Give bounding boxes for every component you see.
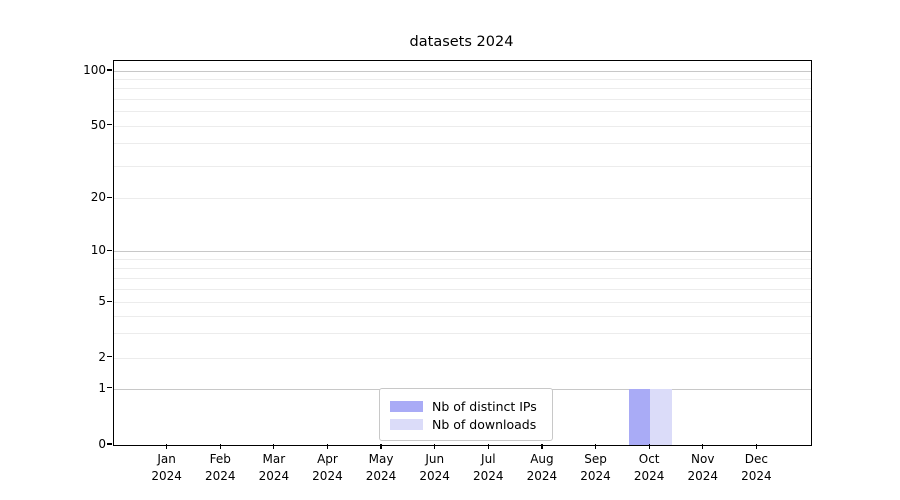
x-tick-mark-jul	[487, 444, 489, 449]
gridline-minor	[114, 143, 811, 145]
gridline-minor	[114, 333, 811, 335]
x-tick-mark-apr	[326, 444, 329, 449]
gridline-50	[114, 125, 811, 127]
gridline-minor	[114, 99, 811, 101]
bar-distinct-ips-oct	[628, 388, 651, 445]
gridline-minor	[114, 79, 811, 81]
x-tick-year: 2024	[580, 469, 611, 483]
x-tick-label-aug: Aug 2024	[510, 451, 574, 485]
gridline-5	[114, 302, 811, 304]
legend-item-downloads: Nb of downloads	[390, 416, 542, 434]
legend-item-distinct-ips: Nb of distinct IPs	[390, 398, 542, 416]
x-tick-mark-aug	[541, 444, 543, 449]
gridline-20	[114, 198, 811, 200]
x-tick-mark-dec	[755, 444, 757, 449]
x-tick-label-mar: Mar 2024	[242, 451, 306, 485]
x-tick-label-feb: Feb 2024	[188, 451, 252, 485]
x-tick-month: Sep	[584, 452, 607, 466]
x-tick-year: 2024	[312, 469, 343, 483]
y-tick-mark-5	[107, 300, 112, 302]
x-tick-year: 2024	[365, 469, 397, 483]
plot-area: Nb of distinct IPs Nb of downloads	[113, 60, 812, 446]
x-tick-month: Feb	[209, 452, 231, 466]
gridline-minor	[114, 315, 811, 317]
x-tick-year: 2024	[204, 469, 236, 483]
y-tick-label-20: 20	[90, 190, 106, 205]
y-tick-label-100: 100	[83, 62, 106, 77]
y-tick-mark-20	[107, 196, 112, 199]
x-tick-label-nov: Nov 2024	[671, 451, 735, 485]
y-tick-label-0: 0	[98, 437, 106, 451]
x-tick-mark-mar	[273, 444, 275, 449]
x-tick-label-apr: Apr 2024	[295, 451, 359, 485]
x-tick-year: 2024	[741, 469, 772, 483]
y-tick-label-2: 2	[98, 349, 106, 364]
x-tick-month: Jun	[425, 452, 445, 466]
gridline-10	[114, 251, 811, 253]
y-tick-mark-1	[107, 386, 112, 389]
x-tick-month: Nov	[691, 452, 715, 466]
x-tick-year: 2024	[419, 469, 450, 483]
y-tick-mark-10	[107, 249, 112, 252]
x-tick-year: 2024	[633, 469, 665, 483]
x-tick-year: 2024	[687, 469, 719, 483]
x-tick-label-oct: Oct 2024	[617, 451, 681, 485]
legend-swatch-distinct-ips	[390, 401, 423, 413]
legend-label-downloads: Nb of downloads	[432, 416, 537, 432]
gridline-2	[114, 357, 811, 359]
x-tick-year: 2024	[526, 469, 558, 483]
x-tick-label-jan: Jan 2024	[135, 451, 199, 485]
gridline-minor	[114, 267, 811, 269]
x-tick-mark-may	[380, 444, 382, 449]
x-tick-month: Mar	[262, 452, 286, 466]
chart-title: datasets 2024	[409, 34, 514, 50]
gridline-minor	[114, 88, 811, 90]
x-tick-mark-sep	[594, 444, 597, 449]
x-tick-label-jun: Jun 2024	[403, 451, 467, 485]
legend-label-distinct-ips: Nb of distinct IPs	[432, 399, 537, 415]
x-tick-month: Jan	[157, 452, 176, 466]
x-tick-label-may: May 2024	[349, 451, 413, 485]
gridline-100	[114, 70, 811, 72]
x-tick-label-sep: Sep 2024	[564, 451, 628, 485]
gridline-minor	[114, 277, 811, 279]
x-tick-mark-feb	[219, 444, 221, 449]
legend-swatch-downloads	[390, 418, 423, 430]
y-tick-label-50: 50	[90, 117, 106, 132]
x-tick-mark-nov	[702, 444, 704, 449]
y-tick-mark-100	[107, 69, 112, 71]
x-tick-mark-jun	[434, 444, 436, 449]
x-tick-month: Dec	[744, 452, 768, 466]
bar-downloads-oct	[650, 388, 672, 445]
x-tick-mark-oct	[648, 444, 650, 449]
x-tick-year: 2024	[258, 469, 290, 483]
x-tick-label-jul: Jul 2024	[456, 451, 520, 485]
y-tick-mark-0	[107, 443, 112, 445]
x-tick-label-dec: Dec 2024	[724, 451, 788, 485]
y-tick-label-5: 5	[98, 294, 106, 309]
x-tick-year: 2024	[473, 469, 504, 483]
x-tick-month: May	[368, 452, 394, 466]
y-tick-mark-2	[107, 356, 112, 358]
y-tick-label-1: 1	[98, 380, 106, 395]
gridline-minor	[114, 259, 811, 261]
x-tick-month: Oct	[638, 452, 660, 466]
legend: Nb of distinct IPs Nb of downloads	[379, 388, 553, 441]
gridline-minor	[114, 111, 811, 113]
x-tick-mark-jan	[166, 444, 168, 449]
x-tick-month: Jul	[481, 452, 496, 466]
x-tick-month: Aug	[530, 452, 554, 466]
gridline-minor	[114, 288, 811, 290]
y-tick-mark-50	[107, 123, 112, 126]
x-tick-year: 2024	[151, 469, 182, 483]
x-tick-month: Apr	[317, 452, 338, 466]
y-tick-label-10: 10	[90, 243, 106, 258]
gridline-minor	[114, 166, 811, 168]
